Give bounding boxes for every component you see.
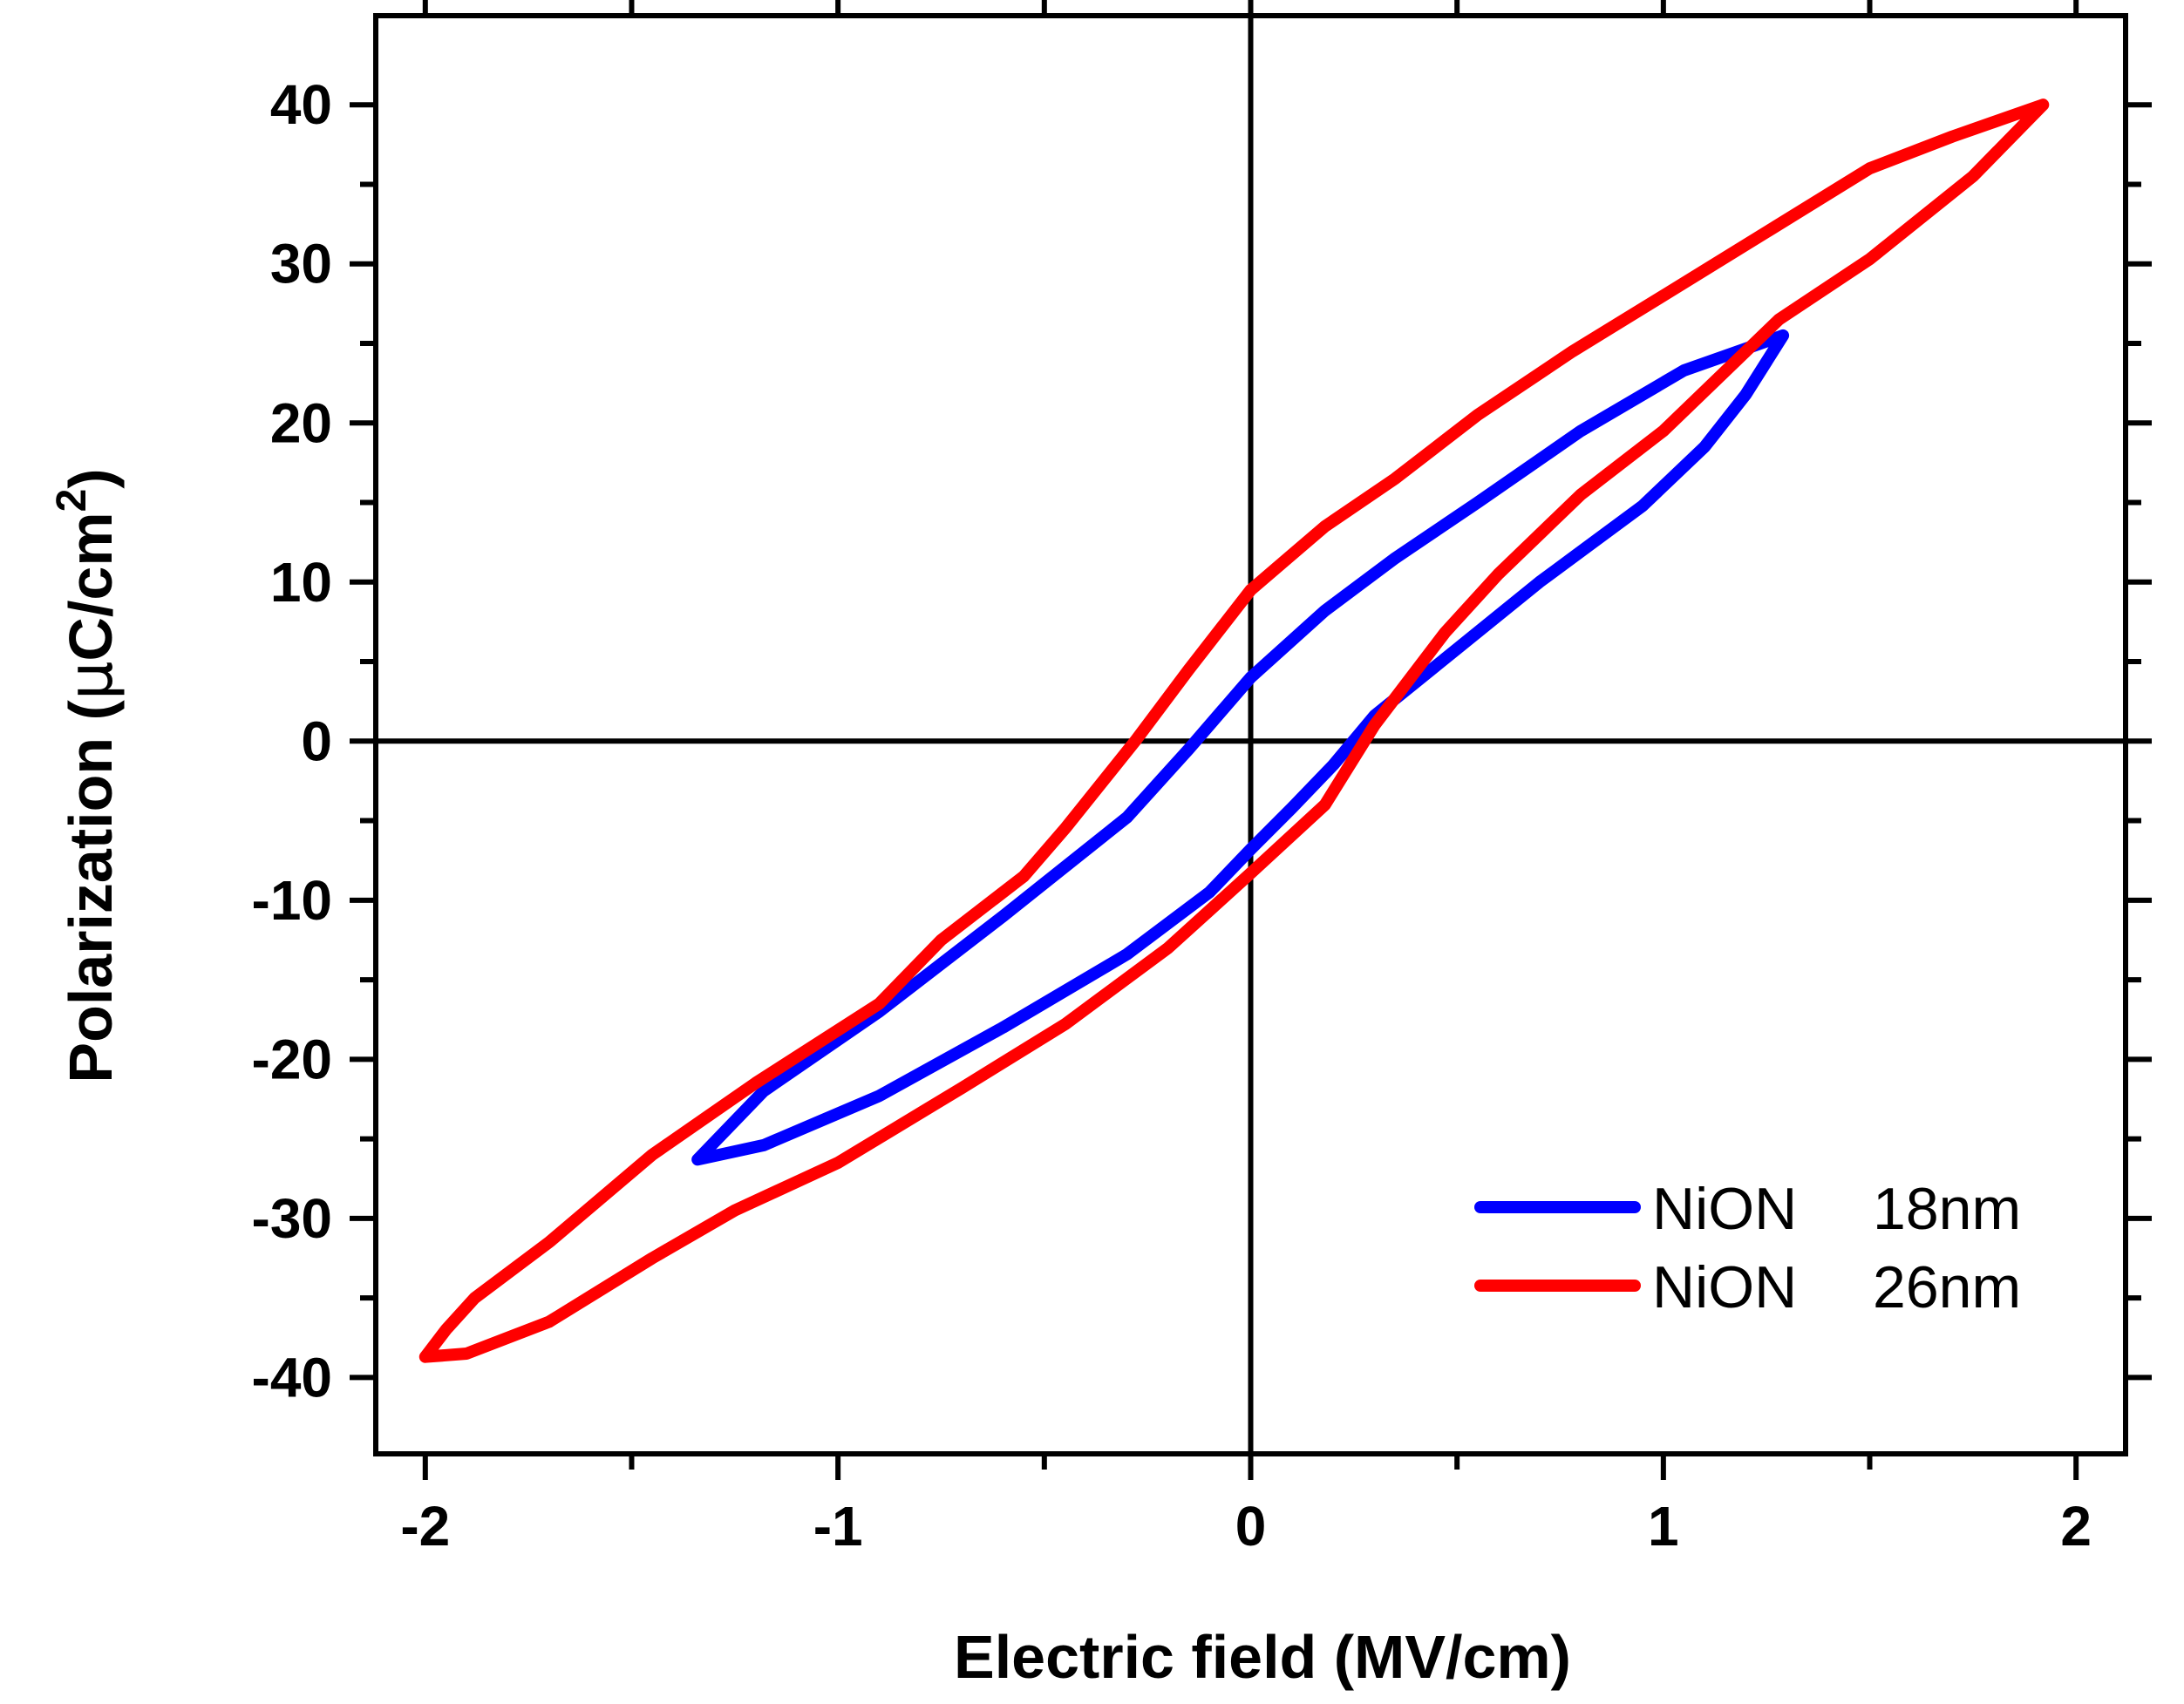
- x-tick-label: -1: [813, 1495, 863, 1558]
- x-axis-title: Electric field (MV/cm): [954, 1623, 1571, 1691]
- y-tick-label: -40: [252, 1346, 333, 1409]
- y-axis-title-mu: μ: [55, 662, 126, 701]
- legend: NiON 18nm NiON 26nm: [1474, 1176, 2021, 1320]
- x-tick-label: -2: [400, 1495, 450, 1558]
- legend-material-26nm: NiON: [1652, 1254, 1797, 1320]
- legend-thickness-18nm: 18nm: [1873, 1176, 2021, 1242]
- ticks-group: [350, 0, 2152, 1480]
- y-tick-label: 40: [270, 73, 332, 136]
- y-axis-title-close: ): [57, 468, 125, 488]
- y-tick-label: -30: [252, 1187, 333, 1250]
- y-tick-label: 20: [270, 391, 332, 454]
- legend-material-18nm: NiON: [1652, 1176, 1797, 1242]
- y-tick-label: 30: [270, 233, 332, 295]
- y-tick-label: -10: [252, 869, 333, 932]
- series-line-18nm: [691, 329, 1790, 1166]
- legend-thickness-26nm: 26nm: [1873, 1254, 2021, 1320]
- x-tick-label: 1: [1648, 1495, 1679, 1558]
- y-axis-title-main: Polarization (: [57, 699, 125, 1083]
- x-tick-label: 0: [1235, 1495, 1267, 1558]
- x-tick-label: 2: [2060, 1495, 2092, 1558]
- y-tick-label: -20: [252, 1028, 333, 1090]
- y-axis-title: Polarization (μC/cm2): [49, 468, 126, 1083]
- zero-lines-group: [376, 16, 2126, 1454]
- y-axis-title-unit: C/cm: [57, 512, 125, 661]
- y-tick-label: 0: [301, 709, 332, 772]
- y-axis-title-superscript: 2: [49, 489, 95, 513]
- series-group: [418, 98, 2050, 1363]
- y-tick-label: 10: [270, 551, 332, 614]
- series-line-26nm: [418, 98, 2050, 1363]
